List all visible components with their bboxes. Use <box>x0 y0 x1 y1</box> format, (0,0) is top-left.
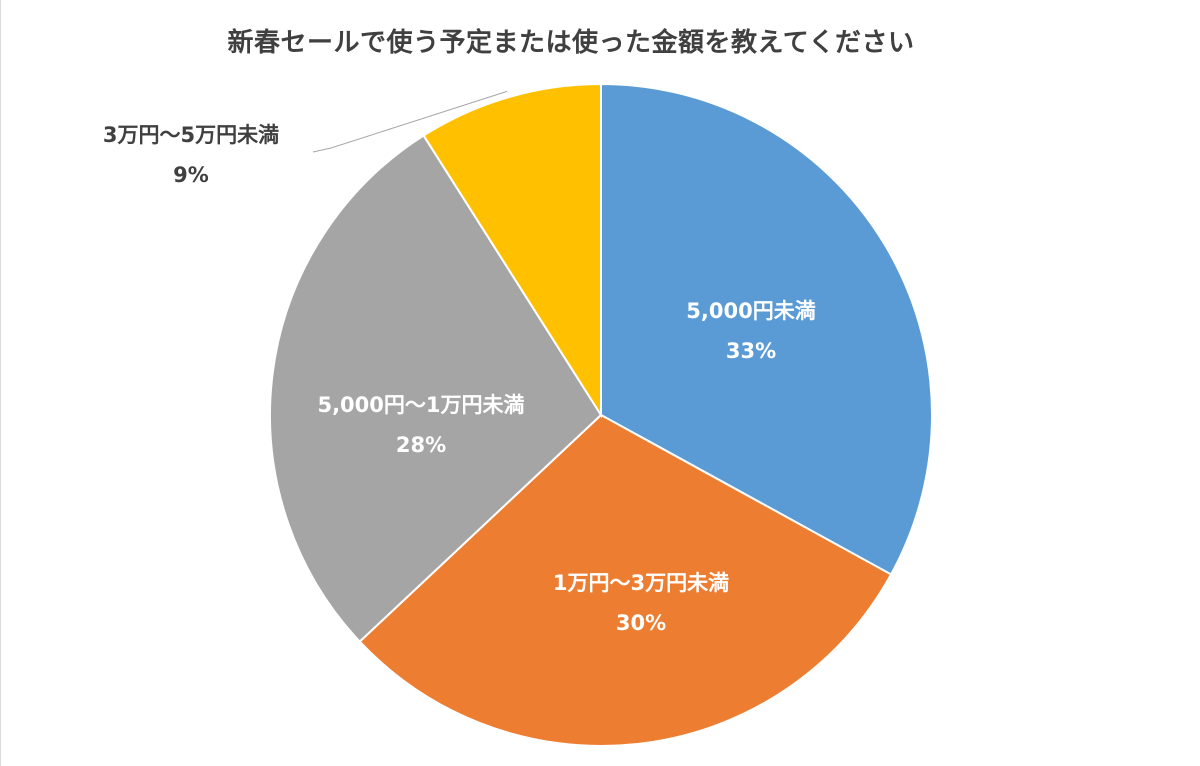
slice-1-name-label: 5,000円未満 <box>686 299 815 323</box>
slice-1-percent-label: 33% <box>726 339 776 363</box>
slice-1 <box>600 82 933 576</box>
slice-4 <box>422 82 602 419</box>
slice-2-name-label: 1万円～3万円未満 <box>553 571 729 595</box>
slice-4-percent-label: 9% <box>173 163 209 187</box>
leader-lines <box>312 90 508 153</box>
chart-title: 新春セールで使う予定または使った金額を教えてください <box>227 28 915 58</box>
slice-2 <box>358 413 893 747</box>
slice-3-percent-label: 28% <box>396 433 446 457</box>
slice-3-name-label: 5,000円～1万円未満 <box>317 393 524 417</box>
slice-2-percent-label: 30% <box>616 611 666 635</box>
slice-4-name-label: 3万円～5万円未満 <box>103 123 279 147</box>
slice-4-leader-line <box>312 90 508 153</box>
slice-3 <box>269 134 603 643</box>
pie-slices <box>269 82 933 747</box>
slice-labels: 5,000円未満 33% 1万円～3万円未満 30% 5,000円～1万円未満 28% 3万… <box>103 123 816 635</box>
